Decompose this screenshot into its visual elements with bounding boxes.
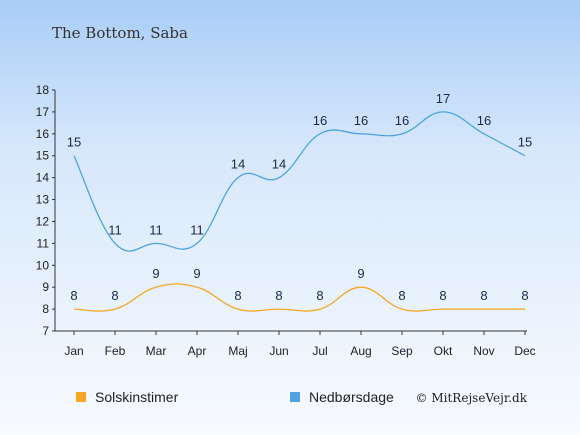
legend-label: Solskinstimer: [95, 389, 179, 405]
data-label: 8: [316, 288, 323, 303]
x-tick-label: Jul: [312, 344, 327, 358]
data-labels: 8 8 9 9 8 8 8 9 8 8 8 8 15 11 11 11 14 14 16 16 16 17 16 15: [67, 91, 532, 303]
data-label: 9: [357, 266, 364, 281]
data-label: 14: [231, 157, 245, 172]
data-label: 16: [354, 113, 368, 128]
series-line-2: [73, 111, 526, 252]
y-tick-label: 8: [42, 302, 49, 316]
y-tick-label: 14: [36, 171, 50, 185]
data-label: 9: [193, 266, 200, 281]
data-label: 11: [108, 222, 122, 237]
axes: 7 8 9 10 11 12 13 14 15 16 17 18 Jan Feb Mar Apr Maj Jun J…: [36, 83, 536, 358]
copyright-text: © MitRejseVejr.dk: [416, 391, 528, 405]
y-tick-label: 9: [42, 280, 49, 294]
x-tick-label: Mar: [146, 344, 167, 358]
legend-swatch: [76, 392, 86, 402]
data-label: 15: [67, 135, 81, 150]
data-label: 8: [70, 288, 77, 303]
x-tick-label: Okt: [434, 344, 453, 358]
data-label: 8: [439, 288, 446, 303]
x-tick-label: Jun: [269, 344, 288, 358]
y-tick-label: 16: [36, 127, 50, 141]
y-tick-label: 17: [36, 105, 50, 119]
y-tick-label: 10: [36, 258, 50, 272]
data-label: 8: [398, 288, 405, 303]
data-label: 8: [521, 288, 528, 303]
chart-title: The Bottom, Saba: [52, 24, 188, 42]
y-tick-label: 18: [36, 83, 50, 97]
data-label: 11: [149, 222, 163, 237]
data-label: 8: [275, 288, 282, 303]
data-label: 15: [518, 135, 532, 150]
x-tick-label: Dec: [514, 344, 535, 358]
legend: Solskinstimer Nedbørsdage: [76, 389, 394, 405]
x-tick-label: Maj: [228, 344, 247, 358]
data-label: 11: [190, 222, 204, 237]
y-tick-label: 15: [36, 149, 50, 163]
data-label: 17: [436, 91, 450, 106]
y-tick-label: 11: [37, 236, 50, 250]
y-tick-label: 12: [36, 214, 50, 228]
y-tick-label: 13: [36, 193, 50, 207]
data-label: 8: [234, 288, 241, 303]
data-label: 9: [152, 266, 159, 281]
series-layer: [73, 111, 526, 312]
data-label: 8: [480, 288, 487, 303]
legend-swatch: [290, 392, 300, 402]
x-tick-label: Feb: [105, 344, 126, 358]
data-label: 14: [272, 157, 286, 172]
x-tick-label: Nov: [473, 344, 494, 358]
x-tick-label: Jan: [64, 344, 83, 358]
x-tick-label: Sep: [391, 344, 413, 358]
legend-label: Nedbørsdage: [309, 389, 394, 405]
data-label: 16: [395, 113, 409, 128]
y-tick-label: 7: [42, 324, 49, 338]
x-tick-label: Aug: [350, 344, 371, 358]
x-tick-label: Apr: [188, 344, 207, 358]
data-label: 8: [111, 288, 118, 303]
data-label: 16: [313, 113, 327, 128]
series-line-1: [73, 283, 525, 312]
data-label: 16: [477, 113, 491, 128]
